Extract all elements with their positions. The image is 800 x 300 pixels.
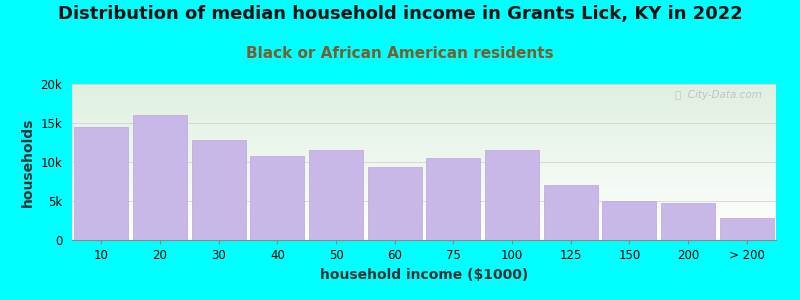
- Bar: [192, 140, 246, 240]
- Text: ⓘ  City-Data.com: ⓘ City-Data.com: [675, 90, 762, 100]
- Bar: [133, 115, 187, 240]
- Text: Distribution of median household income in Grants Lick, KY in 2022: Distribution of median household income …: [58, 4, 742, 22]
- Bar: [544, 185, 598, 240]
- Y-axis label: households: households: [21, 117, 35, 207]
- Bar: [661, 203, 715, 240]
- Bar: [368, 167, 422, 240]
- Bar: [485, 150, 539, 240]
- Bar: [720, 218, 774, 240]
- Bar: [309, 150, 363, 240]
- Bar: [426, 158, 480, 240]
- Bar: [602, 201, 656, 240]
- X-axis label: household income ($1000): household income ($1000): [320, 268, 528, 282]
- Bar: [250, 156, 304, 240]
- Bar: [74, 127, 128, 240]
- Text: Black or African American residents: Black or African American residents: [246, 46, 554, 62]
